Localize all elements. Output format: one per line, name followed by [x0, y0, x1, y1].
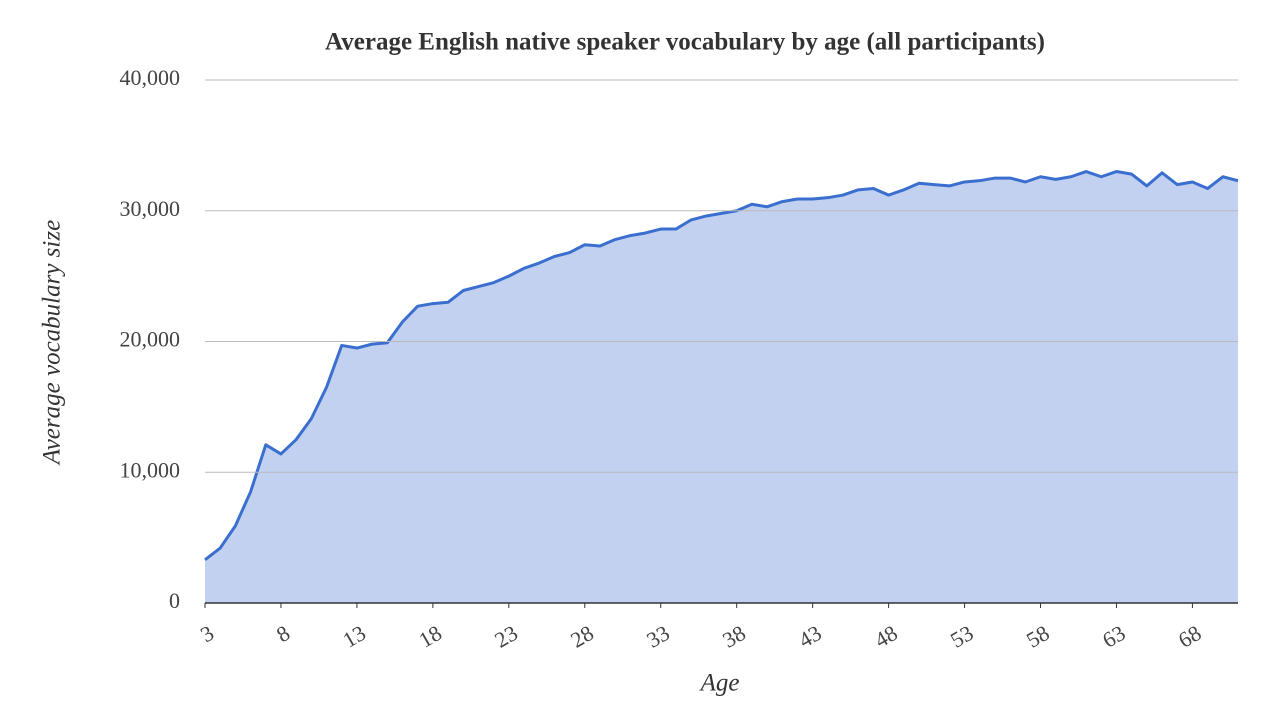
area-line [204, 170, 1239, 562]
chart-title: Average English native speaker vocabular… [325, 29, 1045, 56]
x-tick-label: 53 [946, 620, 978, 653]
x-tick-label: 68 [1174, 620, 1206, 653]
x-tick-label: 3 [196, 620, 218, 647]
y-tick-label: 10,000 [120, 457, 181, 482]
x-axis-label: Age [699, 670, 740, 697]
x-tick-label: 13 [338, 620, 370, 653]
x-tick-label: 43 [794, 620, 826, 653]
x-tick-label: 33 [642, 620, 674, 653]
x-tick-label: 38 [718, 620, 750, 653]
x-tick-label: 58 [1022, 620, 1054, 653]
y-tick-label: 20,000 [120, 327, 181, 352]
area-fill [205, 171, 1238, 603]
y-axis-label: Average vocabulary size [39, 220, 66, 466]
y-tick-label: 30,000 [120, 196, 181, 221]
x-tick-label: 8 [272, 620, 294, 647]
x-tick-label: 63 [1098, 620, 1130, 653]
x-tick-label: 23 [490, 620, 522, 653]
x-tick-label: 18 [414, 620, 446, 653]
y-tick-label: 40,000 [120, 65, 181, 90]
x-tick-label: 48 [870, 620, 902, 653]
x-tick-label: 28 [566, 620, 598, 653]
y-tick-label: 0 [169, 588, 180, 613]
